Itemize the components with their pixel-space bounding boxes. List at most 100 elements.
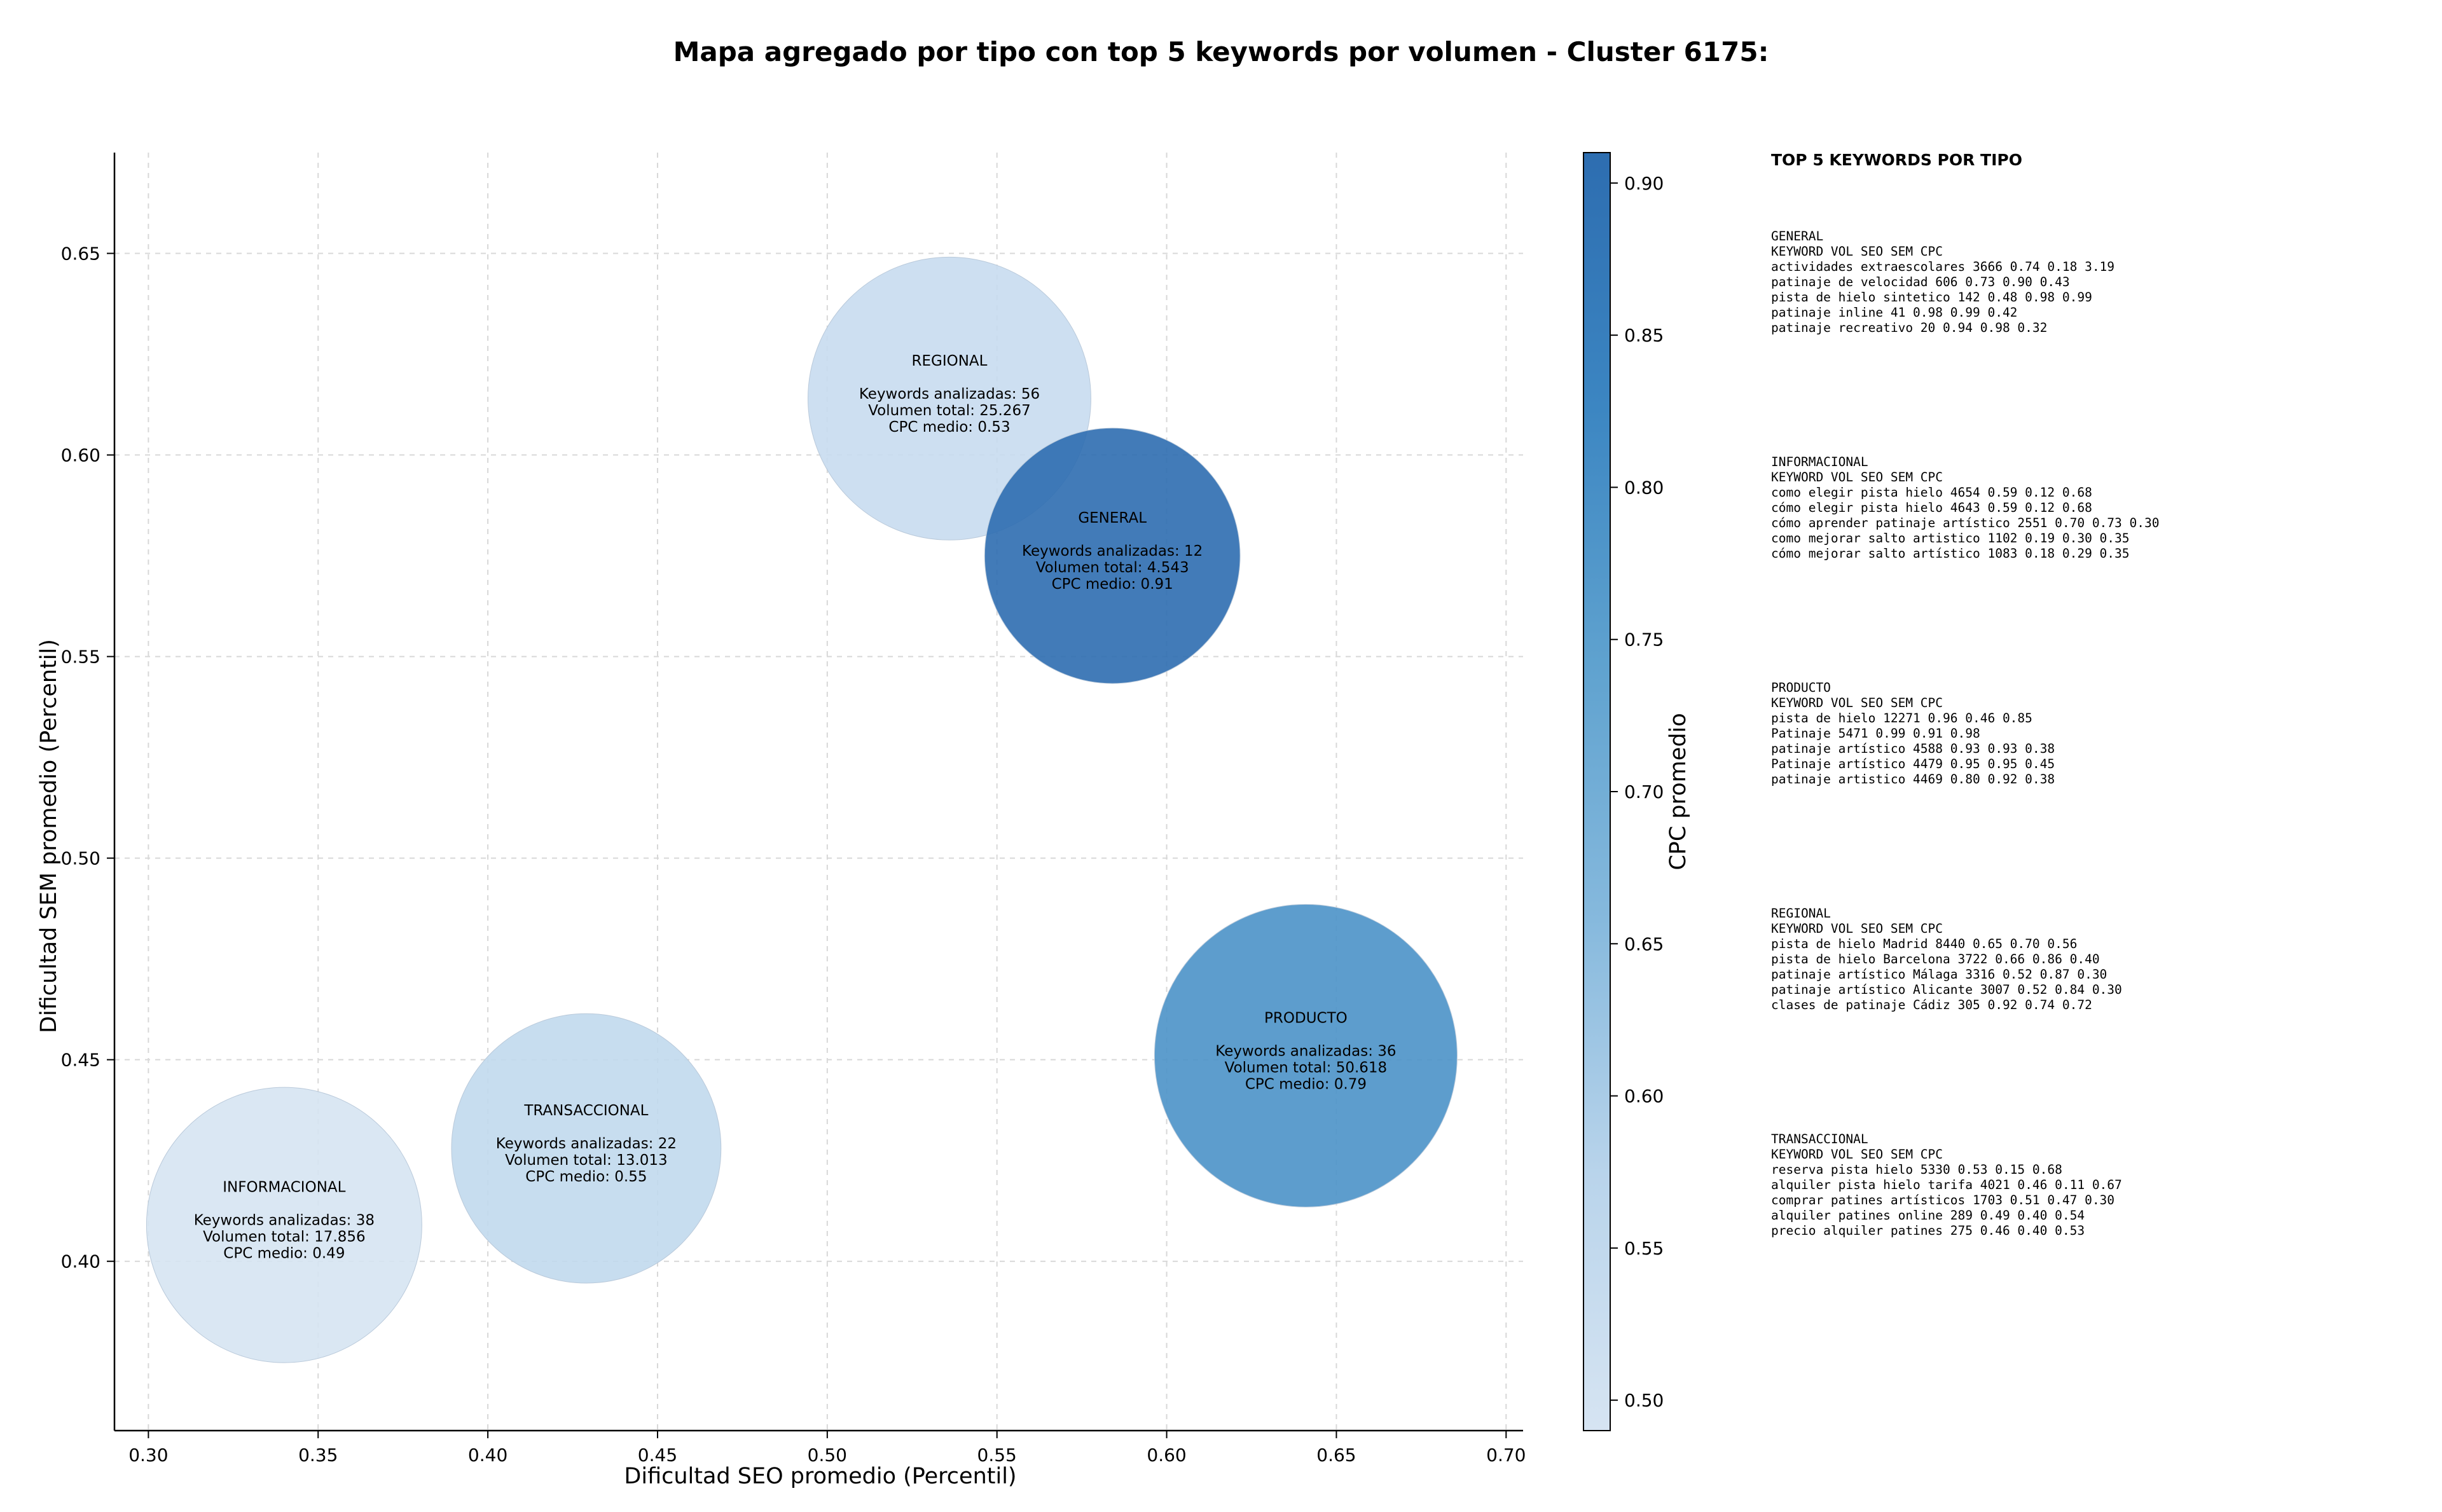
keyword-table-row: pista de hielo 12271 0.96 0.46 0.85 xyxy=(1771,711,2032,725)
colorbar-tick-label: 0.85 xyxy=(1624,325,1664,346)
bubble-volume-label: Volumen total: 13.013 xyxy=(505,1152,668,1169)
panel-heading: TOP 5 KEYWORDS POR TIPO xyxy=(1771,151,2022,169)
keyword-table-row: patinaje artístico Málaga 3316 0.52 0.87… xyxy=(1771,967,2107,982)
keyword-table-header: KEYWORD VOL SEO SEM CPC xyxy=(1771,921,1943,936)
y-tick-label: 0.55 xyxy=(61,647,100,668)
bubble-cpc-label: CPC medio: 0.91 xyxy=(1052,576,1173,593)
bubble-keywords-label: Keywords analizadas: 22 xyxy=(496,1136,677,1152)
colorbar-tick-label: 0.75 xyxy=(1624,629,1664,650)
keyword-table-row: cómo elegir pista hielo 4643 0.59 0.12 0… xyxy=(1771,500,2092,515)
keyword-table-row: patinaje artístico Alicante 3007 0.52 0.… xyxy=(1771,982,2122,997)
keyword-table-row: patinaje artístico 4588 0.93 0.93 0.38 xyxy=(1771,741,2055,756)
keyword-table-row: cómo mejorar salto artístico 1083 0.18 0… xyxy=(1771,546,2130,561)
y-axis-label: Dificultad SEM promedio (Percentil) xyxy=(36,639,62,1033)
keyword-block-title: REGIONAL xyxy=(1771,906,1831,921)
colorbar: 0.50 0.55 0.60 0.65 0.70 0.75 0.80 0.85 0.90 xyxy=(1583,152,1664,1431)
bubble-volume-label: Volumen total: 50.618 xyxy=(1225,1059,1388,1076)
x-tick-label: 0.35 xyxy=(298,1445,338,1466)
colorbar-label: CPC promedio xyxy=(1666,713,1691,870)
keyword-table-row: Patinaje 5471 0.99 0.91 0.98 xyxy=(1771,726,1980,741)
keyword-table-row: Patinaje artístico 4479 0.95 0.95 0.45 xyxy=(1771,757,2055,771)
bubble-transaccional xyxy=(451,1013,722,1284)
keyword-table-row: comprar patines artísticos 1703 0.51 0.4… xyxy=(1771,1193,2114,1207)
y-tick-label: 0.60 xyxy=(61,445,100,466)
keyword-table-header: KEYWORD VOL SEO SEM CPC xyxy=(1771,244,1943,259)
colorbar-tick-label: 0.90 xyxy=(1624,173,1664,194)
grid-layer xyxy=(114,153,1523,1431)
keyword-block-title: INFORMACIONAL xyxy=(1771,455,1868,469)
x-tick-label: 0.45 xyxy=(638,1445,677,1466)
bubble-general xyxy=(984,427,1241,684)
bubble-name-label: PRODUCTO xyxy=(1264,1010,1348,1026)
keyword-block-title: TRANSACCIONAL xyxy=(1771,1132,1868,1146)
keyword-table-row: actividades extraescolares 3666 0.74 0.1… xyxy=(1771,259,2114,274)
bubble-keywords-label: Keywords analizadas: 38 xyxy=(194,1213,375,1229)
bubble-name-label: REGIONAL xyxy=(911,353,987,369)
y-tick-label: 0.50 xyxy=(61,848,100,869)
colorbar-tick-label: 0.65 xyxy=(1624,933,1664,954)
bubble-keywords-label: Keywords analizadas: 12 xyxy=(1022,543,1203,560)
x-tick-label: 0.65 xyxy=(1316,1445,1356,1466)
keyword-table-header: KEYWORD VOL SEO SEM CPC xyxy=(1771,1147,1943,1162)
bubble-informacional xyxy=(146,1087,422,1363)
x-tick-label: 0.60 xyxy=(1147,1445,1186,1466)
colorbar-tick-label: 0.70 xyxy=(1624,781,1664,802)
keyword-table-row: cómo aprender patinaje artístico 2551 0.… xyxy=(1771,516,2159,530)
keyword-table-row: patinaje artistico 4469 0.80 0.92 0.38 xyxy=(1771,772,2055,787)
keyword-table-row: patinaje de velocidad 606 0.73 0.90 0.43 xyxy=(1771,275,2070,289)
keyword-table-row: alquiler pista hielo tarifa 4021 0.46 0.… xyxy=(1771,1178,2122,1192)
keyword-table-row: pista de hielo sintetico 142 0.48 0.98 0… xyxy=(1771,290,2092,305)
x-axis-label: Dificultad SEO promedio (Percentil) xyxy=(624,1464,1016,1489)
keyword-table-row: como elegir pista hielo 4654 0.59 0.12 0… xyxy=(1771,485,2092,500)
bubble-cpc-label: CPC medio: 0.79 xyxy=(1245,1076,1367,1092)
bubble-name-label: INFORMACIONAL xyxy=(223,1179,345,1196)
axis-layer: 0.30 0.35 0.40 0.45 0.50 0.55 0.60 0.65 0.70 0.40… xyxy=(61,153,1526,1466)
keyword-table-row: patinaje recreativo 20 0.94 0.98 0.32 xyxy=(1771,320,2047,335)
bubble-keywords-label: Keywords analizadas: 56 xyxy=(859,386,1040,402)
colorbar-tick-label: 0.55 xyxy=(1624,1238,1664,1259)
x-tick-label: 0.55 xyxy=(977,1445,1017,1466)
keyword-table-row: reserva pista hielo 5330 0.53 0.15 0.68 xyxy=(1771,1162,2062,1177)
y-tick-label: 0.40 xyxy=(61,1251,100,1272)
y-tick-label: 0.45 xyxy=(61,1050,100,1071)
x-tick-label: 0.50 xyxy=(808,1445,847,1466)
x-tick-label: 0.30 xyxy=(128,1445,168,1466)
chart-title: Mapa agregado por tipo con top 5 keyword… xyxy=(673,36,1769,67)
keyword-table-row: pista de hielo Madrid 8440 0.65 0.70 0.5… xyxy=(1771,937,2077,951)
y-tick-label: 0.65 xyxy=(61,244,100,265)
bubble-volume-label: Volumen total: 4.543 xyxy=(1036,560,1189,576)
colorbar-tick-label: 0.60 xyxy=(1624,1086,1664,1107)
keyword-block-title: GENERAL xyxy=(1771,229,1823,244)
bubble-cpc-label: CPC medio: 0.55 xyxy=(525,1169,647,1185)
keyword-table-row: patinaje inline 41 0.98 0.99 0.42 xyxy=(1771,305,2017,320)
bubble-name-label: TRANSACCIONAL xyxy=(523,1103,648,1119)
keyword-table-row: precio alquiler patines 275 0.46 0.40 0.… xyxy=(1771,1223,2085,1238)
keyword-table-row: alquiler patines online 289 0.49 0.40 0.… xyxy=(1771,1208,2085,1223)
keyword-table-row: pista de hielo Barcelona 3722 0.66 0.86 … xyxy=(1771,952,2100,966)
bubble-cpc-label: CPC medio: 0.49 xyxy=(223,1246,345,1262)
bubble-producto xyxy=(1154,904,1458,1207)
keyword-block-title: PRODUCTO xyxy=(1771,680,1831,695)
bubble-volume-label: Volumen total: 17.856 xyxy=(203,1229,366,1246)
colorbar-gradient xyxy=(1583,152,1611,1431)
bubble-cpc-label: CPC medio: 0.53 xyxy=(888,419,1010,436)
bubble-volume-label: Volumen total: 25.267 xyxy=(868,402,1031,419)
keyword-table-header: KEYWORD VOL SEO SEM CPC xyxy=(1771,470,1943,485)
x-tick-label: 0.70 xyxy=(1486,1445,1526,1466)
keyword-table-row: como mejorar salto artistico 1102 0.19 0… xyxy=(1771,531,2130,546)
colorbar-tick-label: 0.80 xyxy=(1624,477,1664,498)
keyword-table-row: clases de patinaje Cádiz 305 0.92 0.74 0… xyxy=(1771,998,2092,1012)
keyword-table-header: KEYWORD VOL SEO SEM CPC xyxy=(1771,696,1943,710)
bubble-name-label: GENERAL xyxy=(1078,510,1147,526)
colorbar-tick-label: 0.50 xyxy=(1624,1390,1664,1411)
x-tick-label: 0.40 xyxy=(468,1445,507,1466)
